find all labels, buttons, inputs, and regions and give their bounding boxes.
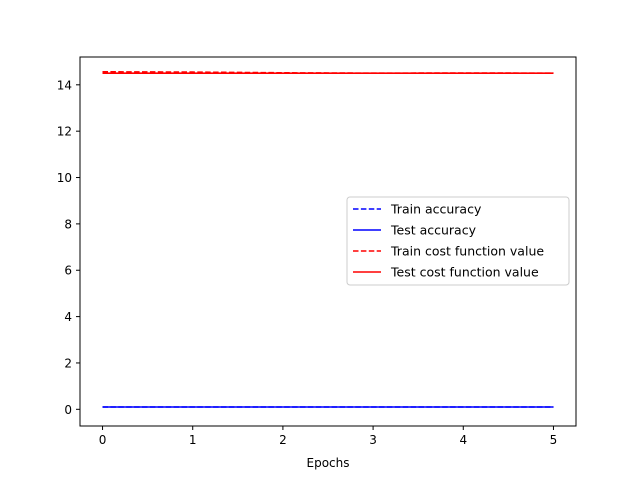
series-layer xyxy=(102,71,554,408)
legend-label-2: Test accuracy xyxy=(390,223,477,238)
legend-label-3: Train cost function value xyxy=(390,244,544,259)
y-tick-label: 0 xyxy=(64,403,72,417)
y-tick-label: 4 xyxy=(64,310,72,324)
y-tick-label: 2 xyxy=(64,356,72,370)
legend-box xyxy=(346,196,570,286)
x-tick-label: 2 xyxy=(279,433,287,447)
legend: Train accuracy Test accuracy Train cost fu… xyxy=(346,196,570,286)
y-axis: 0 2 4 6 8 10 12 14 xyxy=(57,78,80,417)
x-axis: 0 1 2 3 4 5 xyxy=(99,426,558,447)
y-tick-label: 6 xyxy=(64,264,72,278)
legend-label-4: Test cost function value xyxy=(390,265,539,280)
x-tick-label: 3 xyxy=(369,433,377,447)
x-tick-label: 0 xyxy=(99,433,107,447)
y-tick-label: 14 xyxy=(57,78,72,92)
y-tick-label: 8 xyxy=(64,217,72,231)
x-axis-label: Epochs xyxy=(307,456,350,470)
y-tick-label: 10 xyxy=(57,171,72,185)
legend-label-1: Train accuracy xyxy=(390,202,482,217)
x-tick-label: 5 xyxy=(550,433,558,447)
x-tick-label: 1 xyxy=(189,433,197,447)
y-tick-label: 12 xyxy=(57,125,72,139)
x-tick-label: 4 xyxy=(459,433,467,447)
plot-frame xyxy=(79,56,577,427)
